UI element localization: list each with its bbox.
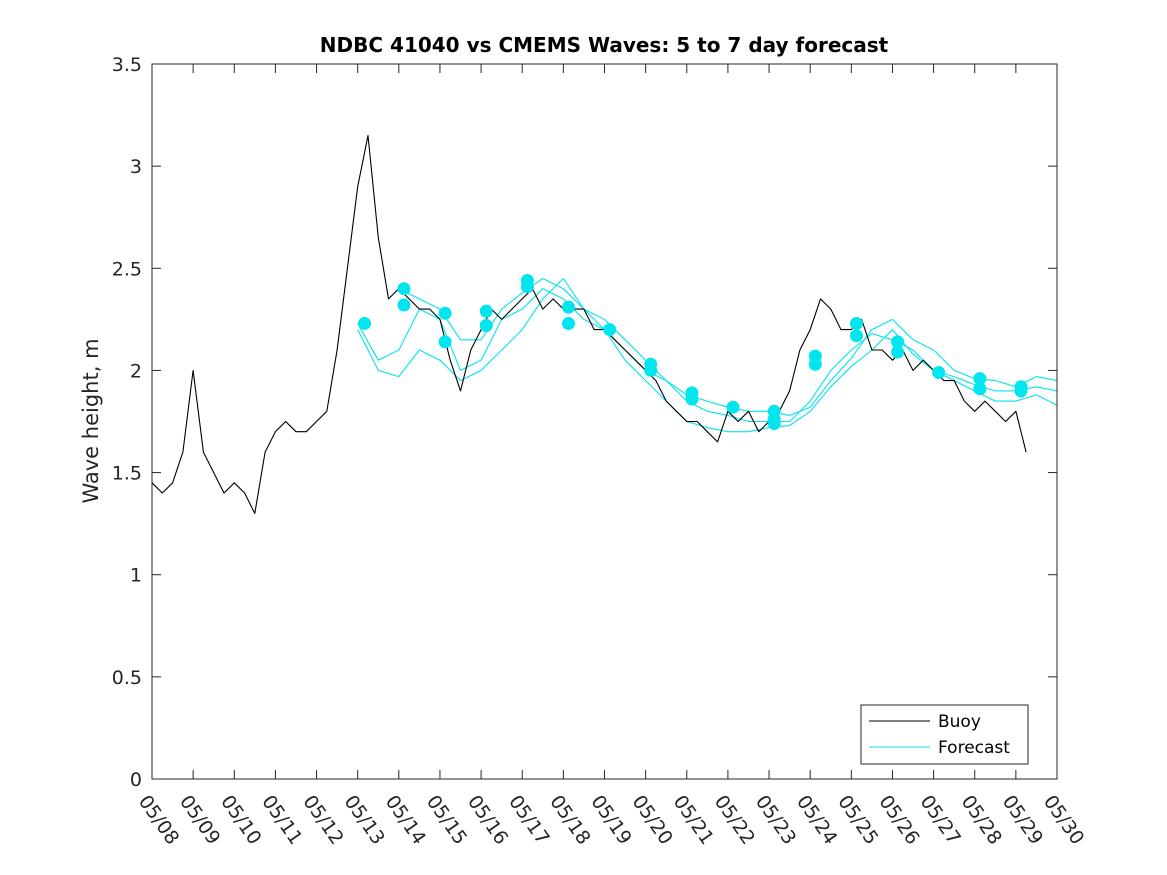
- forecast-marker-4: [438, 335, 452, 349]
- forecast-marker-9: [562, 300, 576, 314]
- forecast-marker-26: [932, 365, 946, 379]
- forecast-marker-21: [808, 357, 822, 371]
- forecast-marker-24: [891, 335, 905, 349]
- forecast-marker-27: [973, 372, 987, 386]
- forecast-marker-28: [973, 382, 987, 396]
- y-tick-label-0: 0: [130, 769, 142, 791]
- plot-area: 05/0805/0905/1005/1105/1205/1305/1405/15…: [112, 54, 1089, 849]
- y-axis-label: Wave height, m: [79, 338, 103, 503]
- y-tick-label-1: 0.5: [112, 667, 142, 689]
- y-tick-label-6: 3: [130, 156, 142, 178]
- plot-background: [152, 64, 1057, 779]
- forecast-marker-23: [849, 329, 863, 343]
- legend-label-buoy: Buoy: [938, 712, 981, 732]
- forecast-marker-3: [438, 306, 452, 320]
- forecast-marker-11: [603, 323, 617, 337]
- forecast-marker-8: [520, 280, 534, 294]
- forecast-marker-5: [479, 304, 493, 318]
- forecast-marker-2: [397, 298, 411, 312]
- series-buoy: [151, 134, 1027, 514]
- forecast-marker-25: [891, 345, 905, 359]
- forecast-marker-0: [358, 316, 372, 330]
- forecast-marker-15: [685, 392, 699, 406]
- y-tick-label-4: 2: [130, 360, 142, 382]
- y-tick-label-7: 3.5: [112, 54, 142, 76]
- forecast-marker-13: [644, 363, 658, 377]
- y-tick-label-5: 2.5: [112, 258, 142, 280]
- forecast-marker-19: [767, 417, 781, 431]
- forecast-marker-1: [397, 282, 411, 296]
- forecast-marker-16: [726, 400, 740, 414]
- legend: Buoy Forecast: [860, 704, 1029, 765]
- chart-title: NDBC 41040 vs CMEMS Waves: 5 to 7 day fo…: [320, 33, 889, 57]
- y-tick-label-2: 1: [130, 565, 142, 587]
- forecast-marker-10: [562, 316, 576, 330]
- forecast-marker-22: [849, 316, 863, 330]
- forecast-marker-30: [1014, 384, 1028, 398]
- marker-layer: [358, 274, 1028, 431]
- forecast-marker-6: [479, 318, 493, 332]
- legend-box: [860, 704, 1029, 765]
- y-tick-label-3: 1.5: [112, 463, 142, 485]
- legend-label-forecast: Forecast: [938, 738, 1010, 758]
